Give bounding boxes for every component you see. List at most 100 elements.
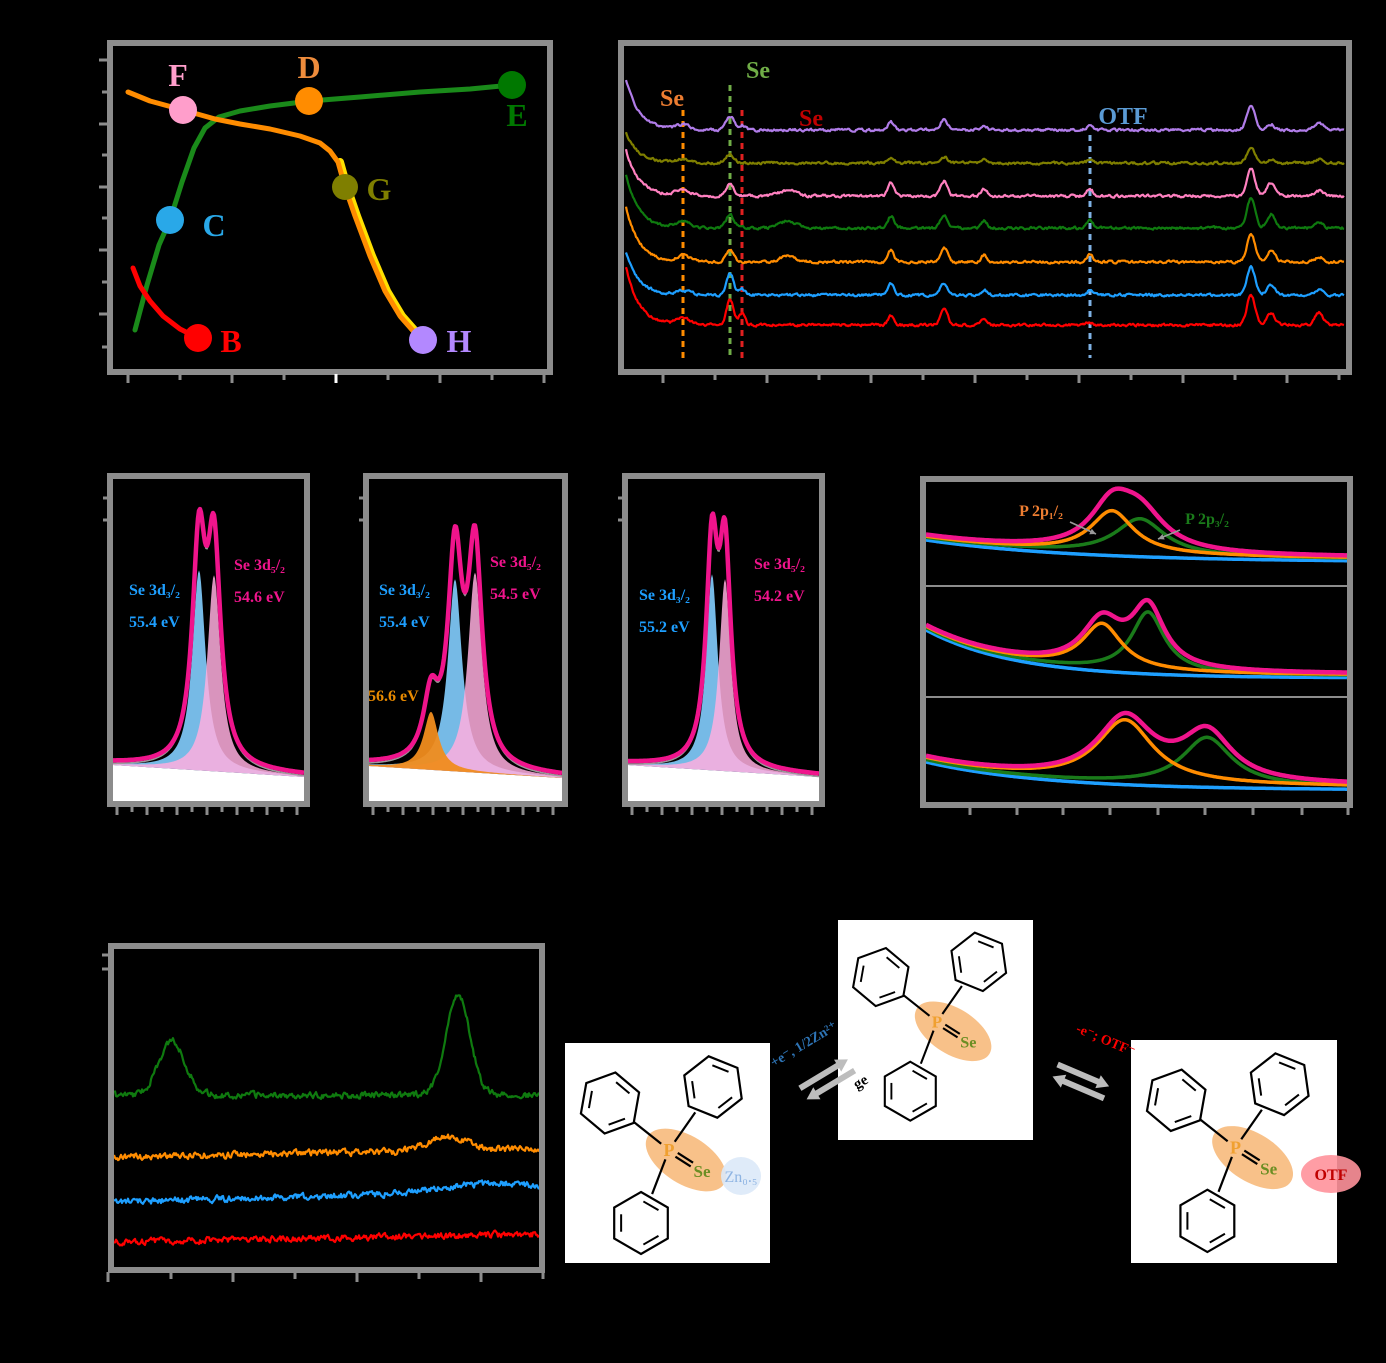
atom-label-se: Se [694, 1162, 711, 1181]
marker-label-E: E [506, 97, 527, 133]
pointer-arrowhead-1 [1158, 533, 1165, 540]
zn-label: Zn₀.₅ [725, 1169, 758, 1186]
p-c-bond [1199, 1118, 1229, 1143]
xrd-trace-2 [624, 131, 1345, 166]
marker-label-F: F [168, 57, 188, 93]
double-bond-inner [608, 1117, 626, 1126]
xps-label-0: Se 3d₃/₂ [379, 582, 430, 599]
molecule-otf: P Se OTF [1131, 1040, 1361, 1263]
marker-label-C: C [202, 207, 225, 243]
marker-label-B: B [220, 323, 241, 359]
double-bond-inner [1284, 1093, 1300, 1107]
bg-line-sub0 [925, 538, 1348, 563]
panel-c-svg: Se 3d₃/₂ 55.4 eV Se 3d₅/₂ 54.6 eV [103, 473, 310, 815]
xrd-trace-3 [624, 148, 1345, 199]
component-fill-1 [628, 579, 819, 777]
plot-frame [622, 473, 825, 807]
panel-g-nmr-spectra [102, 943, 545, 1287]
panel-d-svg: Se 3d₃/₂ 55.4 eV Se 3d₅/₂ 54.5 eV 56.6 eV [359, 473, 568, 815]
pse-highlight-ellipse [1212, 1126, 1294, 1190]
xps-label-3: 54.5 eV [490, 586, 541, 603]
fit-envelope [111, 506, 306, 775]
xrd-trace-5 [624, 206, 1345, 265]
marker-C [156, 206, 184, 234]
arrow-label-3: Dis [1045, 1082, 1071, 1105]
arrow-discharge [1052, 1061, 1110, 1102]
arrow-charge [798, 1059, 857, 1100]
xrd-trace-4 [624, 174, 1345, 231]
p-se-double-bond [1241, 1153, 1258, 1165]
otf-label: OTF [1315, 1167, 1348, 1184]
annotation-se-2: Se [799, 106, 823, 132]
p-c-bond [903, 994, 931, 1017]
arrow-label-2: -e⁻; OTF⁻ [1074, 1022, 1137, 1060]
atom-label-p: P [932, 1012, 942, 1031]
p-c-bond [919, 1030, 935, 1065]
raw-data-line [369, 527, 563, 777]
p-c-bond [651, 1158, 667, 1195]
panel-e-xps-se3d: Se 3d₃/₂ 55.2 eV Se 3d₅/₂ 54.2 eV [618, 473, 825, 821]
benzene-ring [683, 1055, 743, 1119]
panel-e-svg: Se 3d₃/₂ 55.2 eV Se 3d₅/₂ 54.2 eV [618, 473, 825, 815]
double-bond-inner [587, 1090, 593, 1109]
panel-d-xps-se3d: Se 3d₃/₂ 55.4 eV Se 3d₅/₂ 54.5 eV 56.6 eV [359, 473, 568, 821]
double-bond-inner [642, 1200, 659, 1212]
double-bond-inner [615, 1081, 631, 1095]
p-se-double-bond [1243, 1149, 1261, 1162]
p2p12-line-sub0 [925, 508, 1348, 559]
xps-label-3: 54.6 eV [234, 589, 285, 606]
marker-E [498, 71, 526, 99]
p-se-double-bond [944, 1023, 961, 1035]
benzene-ring [851, 946, 910, 1008]
atom-label-se: Se [960, 1034, 976, 1051]
p-c-bond [673, 1111, 697, 1143]
double-bond-inner [977, 940, 994, 949]
component-fill-1 [369, 572, 562, 778]
plot-frame [920, 476, 1353, 808]
panel-f-xps-p2p: P 2p₁/₂ P 2p₃/₂ [920, 476, 1353, 822]
marker-label-D: D [297, 49, 320, 85]
pse-highlight-ellipse [645, 1128, 727, 1192]
component-fill-1 [113, 575, 304, 777]
double-bond-inner [1174, 1115, 1192, 1123]
benzene-ring [613, 1190, 669, 1256]
xps-label-0: Se 3d₃/₂ [639, 587, 690, 604]
benzene-ring [1249, 1052, 1310, 1117]
panel-c-xps-se3d: Se 3d₃/₂ 55.4 eV Se 3d₅/₂ 54.6 eV [103, 473, 310, 821]
spectrum-trace-green [114, 994, 539, 1100]
marker-H [409, 326, 437, 354]
spectrum-trace-orange [114, 1133, 539, 1162]
p2p32-line-sub2 [925, 735, 1348, 787]
double-bond-inner [879, 991, 896, 999]
double-bond-inner [1257, 1078, 1263, 1096]
pse-highlight-ellipse [914, 1001, 992, 1062]
double-bond-inner [859, 965, 865, 983]
xps-label-4: 56.6 eV [368, 688, 419, 705]
otf-ellipse [1301, 1155, 1361, 1193]
xps-label-3: 54.2 eV [754, 588, 805, 605]
panel-b-svg: Se Se Se OTF [618, 40, 1352, 383]
envelope-line-sub1 [924, 597, 1349, 675]
xps-label-0: Se 3d₃/₂ [129, 582, 180, 599]
envelope-line-sub0 [924, 486, 1349, 558]
annotation-otf-3: OTF [1098, 104, 1147, 130]
panel-g-svg [102, 943, 545, 1282]
xrd-trace-6 [624, 252, 1345, 298]
plot-frame [107, 473, 310, 807]
bg-line-sub2 [925, 760, 1348, 791]
benzene-ring [883, 1060, 937, 1122]
red-curve [130, 265, 201, 341]
double-bond-inner [717, 1096, 733, 1109]
plot-frame [108, 943, 545, 1273]
xps-label-2: Se 3d₅/₂ [234, 557, 285, 574]
double-bond-inner [691, 1080, 696, 1099]
xps-label-1: 55.4 eV [379, 614, 430, 631]
molecule-zn: P Se Zn₀.₅ [565, 1043, 770, 1263]
envelope-line-sub2 [924, 710, 1349, 784]
p-se-double-bond [677, 1152, 694, 1164]
double-bond-inner [1209, 1198, 1226, 1209]
zn-ellipse [721, 1157, 761, 1195]
